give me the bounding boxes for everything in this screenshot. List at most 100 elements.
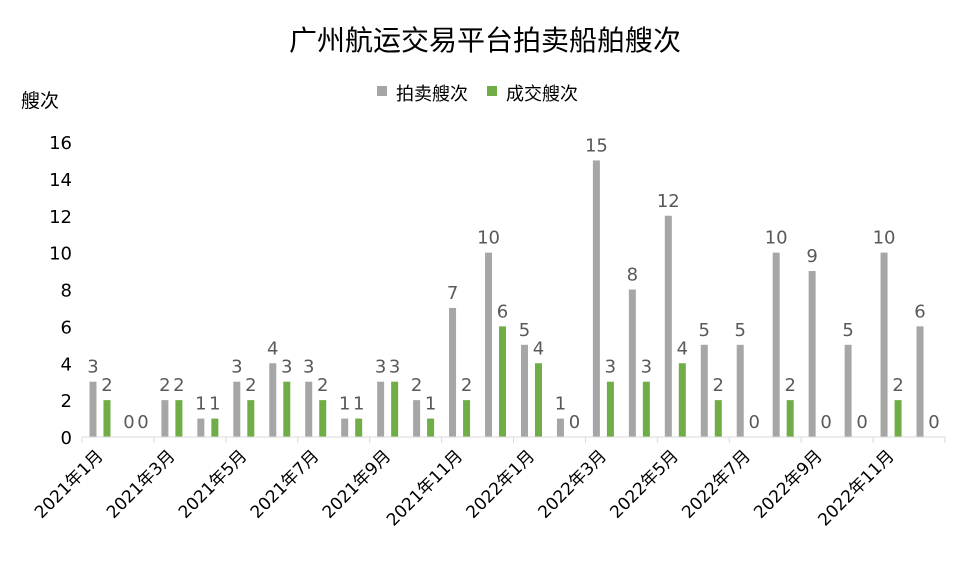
data-label-deal: 2 [317,375,328,396]
bar-deal [606,381,614,437]
bar-auction [772,252,780,437]
data-label-deal: 0 [569,412,580,433]
data-label-auction: 4 [267,338,278,359]
y-tick-label: 10 [49,244,72,265]
y-tick-label: 0 [61,428,72,449]
y-tick-label: 4 [61,354,72,375]
legend-swatch-deal [487,86,497,96]
x-tick-label: 2021年5月 [175,446,251,522]
data-label-deal: 2 [713,375,724,396]
bar-deal [786,400,794,437]
data-label-deal: 2 [461,375,472,396]
data-label-auction: 1 [339,394,350,415]
data-label-auction: 8 [627,265,638,286]
data-label-deal: 0 [749,412,760,433]
bar-deal [463,400,471,437]
legend-label-deal: 成交艘次 [506,84,578,105]
bar-deal [283,381,291,437]
data-label-deal: 0 [820,412,831,433]
x-tick-label: 2021年1月 [31,446,107,522]
data-label-auction: 2 [159,375,170,396]
data-label-deal: 1 [425,394,436,415]
bar-auction [700,344,708,437]
x-tick-label: 2022年5月 [606,446,682,522]
data-label-deal: 0 [137,412,148,433]
data-label-auction: 10 [765,228,788,249]
data-label-auction: 10 [873,228,896,249]
data-label-deal: 2 [173,375,184,396]
x-tick-label: 2021年9月 [319,446,395,522]
data-label-auction: 9 [806,246,817,267]
data-label-deal: 3 [389,357,400,378]
data-label-auction: 5 [842,320,853,341]
data-label-deal: 2 [245,375,256,396]
data-label-deal: 4 [677,338,688,359]
data-label-auction: 15 [585,135,608,156]
data-label-auction: 5 [519,320,530,341]
bar-auction [556,418,564,437]
bar-auction [197,418,205,437]
data-label-auction: 6 [914,301,925,322]
data-label-auction: 1 [195,394,206,415]
data-label-deal: 0 [928,412,939,433]
bar-auction [916,326,924,437]
data-label-deal: 1 [353,394,364,415]
data-label-deal: 4 [533,338,544,359]
x-axis: 2021年1月2021年3月2021年5月2021年7月2021年9月2021年… [31,437,946,530]
bar-deal [678,363,686,437]
bar-deal [427,418,435,437]
bar-deal [319,400,327,437]
bar-deal [714,400,722,437]
data-label-auction: 12 [657,191,680,212]
bar-deal [103,400,111,437]
bar-deal [355,418,363,437]
bar-auction [844,344,852,437]
bar-deal [894,400,902,437]
data-label-auction: 3 [231,357,242,378]
data-label-auction: 3 [303,357,314,378]
y-tick-label: 12 [49,207,72,228]
bar-auction [592,160,600,437]
x-tick-label: 2021年7月 [247,446,323,522]
data-label-auction: 3 [87,357,98,378]
bar-deal [247,400,255,437]
bar-auction [377,381,385,437]
bar-auction [413,400,421,437]
legend: 拍卖艘次 成交艘次 [377,84,578,105]
bar-auction [89,381,97,437]
y-tick-label: 14 [49,170,72,191]
y-tick-label: 8 [61,281,72,302]
y-axis-label: 艘次 [21,90,59,112]
bar-deal [534,363,542,437]
bar-deal [642,381,650,437]
bar-auction [449,307,457,437]
bar-deal [391,381,399,437]
bar-deal [211,418,219,437]
bar-auction [664,215,672,437]
x-tick-label: 2021年3月 [103,446,179,522]
data-label-deal: 3 [281,357,292,378]
bar-auction [485,252,493,437]
data-label-deal: 3 [641,357,652,378]
data-label-deal: 2 [101,375,112,396]
y-axis: 0 2 4 6 8 10 12 14 16 [49,133,72,449]
x-tick-label: 2021年11月 [383,446,467,530]
bars [89,160,924,437]
bar-auction [880,252,888,437]
legend-label-auction: 拍卖艘次 [396,84,468,105]
data-label-auction: 3 [375,357,386,378]
data-label-deal: 2 [784,375,795,396]
data-label-deal: 3 [605,357,616,378]
data-label-auction: 2 [411,375,422,396]
x-tick-label: 2022年1月 [463,446,539,522]
legend-swatch-auction [377,86,387,96]
data-label-deal: 0 [856,412,867,433]
x-tick-label: 2022年9月 [750,446,826,522]
bar-auction [233,381,241,437]
bar-auction [628,289,636,437]
bar-auction [341,418,349,437]
bar-auction [736,344,744,437]
data-label-auction: 1 [555,394,566,415]
